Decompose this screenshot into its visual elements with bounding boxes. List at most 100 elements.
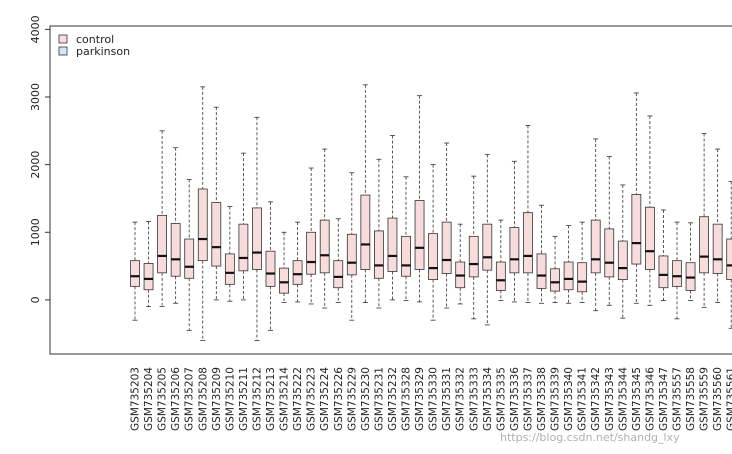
x-tick-label: GSM735203 <box>130 367 142 431</box>
box-GSM735328 <box>401 235 411 277</box>
x-tick-label: GSM735558 <box>685 367 697 431</box>
x-tick-label: GSM735210 <box>224 367 236 431</box>
y-tick-label: 1000 <box>29 218 42 246</box>
x-tick-label: GSM735222 <box>292 367 304 431</box>
y-axis: 0 1000 2000 3000 4000 <box>29 15 50 303</box>
y-tick-label: 4000 <box>29 15 42 43</box>
box-GSM735209 <box>211 202 222 267</box>
box-GSM735339 <box>550 268 560 292</box>
x-tick-label: GSM735212 <box>251 367 263 431</box>
box-GSM735557 <box>672 260 682 287</box>
y-tick-label: 3000 <box>29 83 42 111</box>
box-GSM735330 <box>428 233 439 281</box>
x-tick-label: GSM735226 <box>333 367 345 431</box>
x-tick-label: GSM735331 <box>441 367 453 431</box>
box-GSM735231 <box>373 230 384 279</box>
x-tick-label: GSM735337 <box>522 367 534 431</box>
box-GSM735561 <box>726 238 732 281</box>
x-tick-label: GSM735207 <box>184 367 196 431</box>
box-GSM735347 <box>658 255 669 289</box>
box-GSM735331 <box>441 221 452 274</box>
x-tick-label: GSM735230 <box>360 367 372 431</box>
plot-frame <box>49 25 732 355</box>
x-tick-label: GSM735329 <box>414 367 426 431</box>
box-GSM735338 <box>536 253 547 289</box>
box-GSM735329 <box>414 200 425 270</box>
x-tick-label: GSM735330 <box>428 367 440 431</box>
x-tick-label: GSM735209 <box>211 367 223 431</box>
legend-swatch-parkinson <box>58 46 68 56</box>
whiskers <box>132 84 732 341</box>
x-tick-label: GSM735224 <box>319 367 331 431</box>
box-GSM735232 <box>387 217 398 272</box>
x-tick-label: GSM735204 <box>143 367 155 431</box>
x-tick-label: GSM735214 <box>279 367 291 431</box>
box-GSM735210 <box>224 253 235 285</box>
box-GSM735341 <box>577 262 588 293</box>
x-tick-label: GSM735336 <box>509 367 521 431</box>
box-GSM735229 <box>346 233 357 276</box>
x-tick-label: GSM735559 <box>699 367 711 431</box>
legend-swatch-control <box>58 34 68 44</box>
x-tick-label: GSM735332 <box>455 367 467 431</box>
x-tick-label: GSM735342 <box>590 367 602 431</box>
x-tick-label: GSM735333 <box>468 367 480 431</box>
box-GSM735342 <box>590 219 601 274</box>
x-tick-label: GSM735205 <box>157 367 169 431</box>
box-GSM735340 <box>563 261 574 291</box>
box-GSM735203 <box>130 260 140 287</box>
box-GSM735205 <box>157 214 168 274</box>
x-tick-label: GSM735213 <box>265 367 277 431</box>
x-tick-label: GSM735347 <box>658 367 670 431</box>
x-tick-label: GSM735223 <box>306 367 318 431</box>
box-GSM735211 <box>238 223 249 272</box>
x-tick-label: GSM735346 <box>644 367 656 431</box>
box-GSM735344 <box>617 240 628 281</box>
x-tick-label: GSM735206 <box>170 367 182 431</box>
x-tick-label: GSM735345 <box>631 367 643 431</box>
box-GSM735204 <box>143 262 154 291</box>
x-tick-label: GSM735338 <box>536 367 548 431</box>
box-GSM735335 <box>495 261 506 291</box>
box-GSM735560 <box>712 223 723 274</box>
box-GSM735214 <box>279 267 289 294</box>
x-tick-label: GSM735334 <box>482 367 494 431</box>
box-GSM735343 <box>604 228 615 278</box>
watermark: https://blog.csdn.net/shandg_lxy <box>500 431 680 444</box>
x-tick-label: GSM735208 <box>197 367 209 431</box>
x-tick-label: GSM735211 <box>238 367 250 431</box>
x-tick-label: GSM735343 <box>604 367 616 431</box>
box-GSM735226 <box>333 260 344 289</box>
x-tick-label: GSM735231 <box>373 367 385 431</box>
y-tick-label: 0 <box>29 296 42 303</box>
x-tick-label: GSM735344 <box>617 367 629 431</box>
x-tick-label: GSM735557 <box>672 367 684 431</box>
legend-label-control: control <box>76 33 114 46</box>
y-tick-label: 2000 <box>29 151 42 179</box>
x-tick-label: GSM735339 <box>550 367 562 431</box>
box-GSM735559 <box>699 216 709 274</box>
x-tick-label: GSM735340 <box>563 367 575 431</box>
box-GSM735334 <box>482 223 493 271</box>
box-GSM735336 <box>509 227 520 274</box>
x-tick-label: GSM735232 <box>387 367 399 431</box>
box-GSM735333 <box>468 235 479 278</box>
x-tick-label: GSM735560 <box>712 367 724 431</box>
boxes <box>130 188 732 294</box>
box-GSM735346 <box>645 206 655 270</box>
legend-label-parkinson: parkinson <box>76 45 130 58</box>
x-tick-label: GSM735335 <box>495 367 507 431</box>
box-GSM735230 <box>360 194 371 270</box>
x-tick-label: GSM735341 <box>577 367 589 431</box>
box-GSM735337 <box>523 212 533 274</box>
box-GSM735345 <box>631 193 642 265</box>
box-GSM735208 <box>197 188 208 262</box>
box-GSM735207 <box>184 238 195 279</box>
box-GSM735223 <box>306 231 317 275</box>
box-GSM735222 <box>292 260 303 285</box>
box-GSM735212 <box>252 207 262 270</box>
x-tick-label: GSM735229 <box>346 367 358 431</box>
box-GSM735213 <box>265 250 276 287</box>
x-tick-label: GSM735328 <box>401 367 413 431</box>
